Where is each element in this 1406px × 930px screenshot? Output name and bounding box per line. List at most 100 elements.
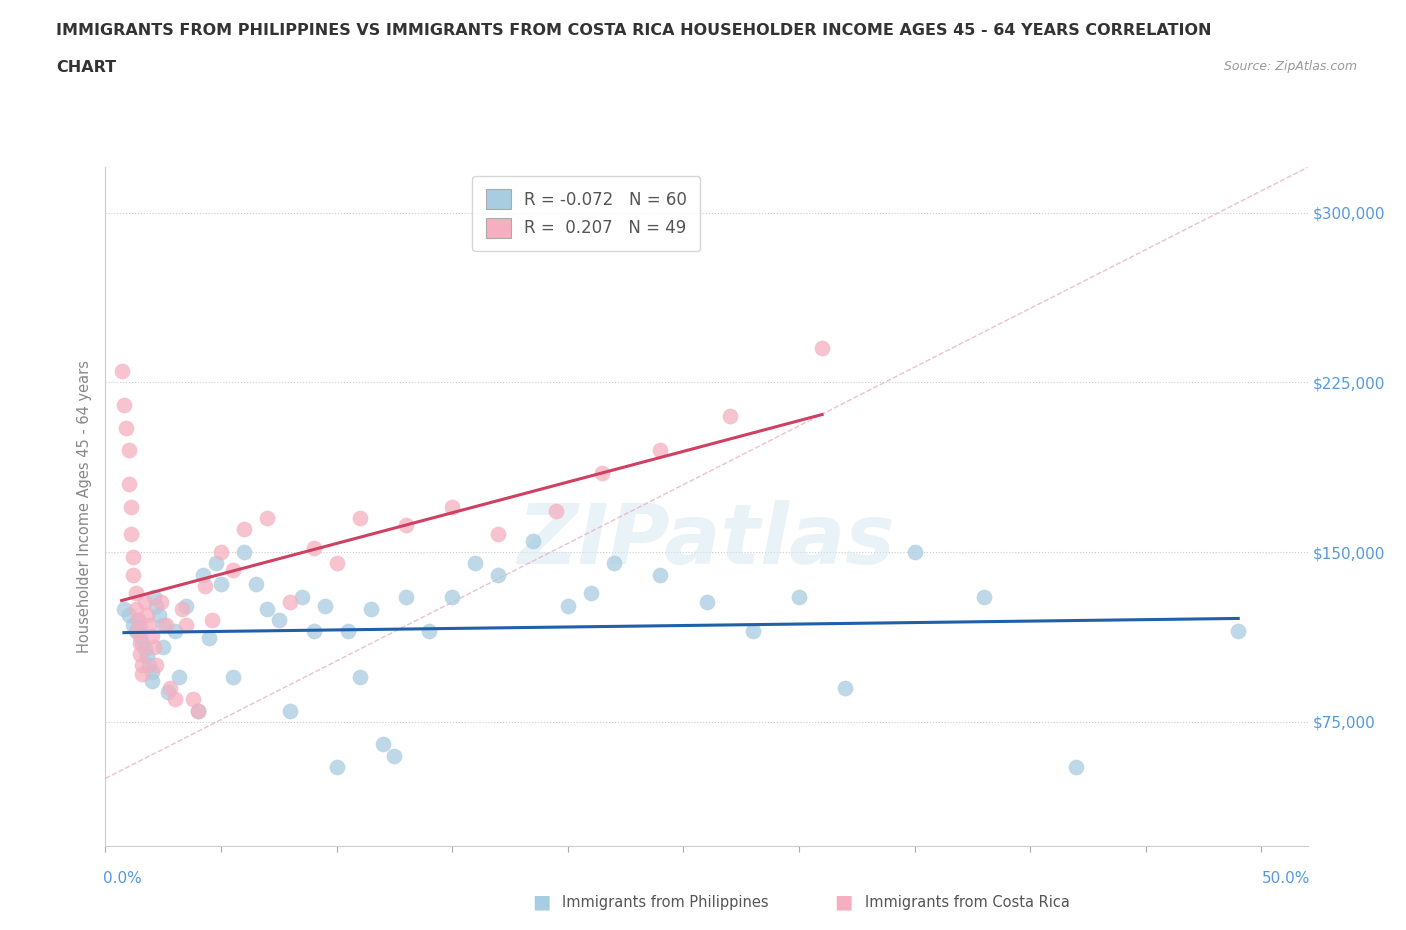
Point xyxy=(111,364,134,379)
Point xyxy=(115,420,138,435)
Point xyxy=(176,599,198,614)
Point xyxy=(903,545,925,560)
Point xyxy=(221,563,243,578)
Point xyxy=(834,681,856,696)
Text: 0.0%: 0.0% xyxy=(103,871,142,886)
Point xyxy=(349,511,371,525)
Point xyxy=(152,618,174,632)
Text: Immigrants from Philippines: Immigrants from Philippines xyxy=(562,895,769,910)
Point xyxy=(695,594,717,609)
Point xyxy=(221,670,243,684)
Point xyxy=(117,443,139,458)
Text: ■: ■ xyxy=(834,893,853,911)
Point xyxy=(973,590,995,604)
Point xyxy=(131,658,153,672)
Point xyxy=(141,673,163,688)
Point xyxy=(187,703,209,718)
Point xyxy=(127,613,149,628)
Legend: R = -0.072   N = 60, R =  0.207   N = 49: R = -0.072 N = 60, R = 0.207 N = 49 xyxy=(472,176,700,251)
Point xyxy=(325,760,347,775)
Point xyxy=(124,624,146,639)
Point xyxy=(245,577,267,591)
Point xyxy=(314,599,336,614)
Point xyxy=(464,556,486,571)
Point xyxy=(156,685,179,700)
Point xyxy=(650,443,672,458)
Text: Immigrants from Costa Rica: Immigrants from Costa Rica xyxy=(865,895,1070,910)
Point xyxy=(787,590,810,604)
Point xyxy=(127,624,149,639)
Text: IMMIGRANTS FROM PHILIPPINES VS IMMIGRANTS FROM COSTA RICA HOUSEHOLDER INCOME AGE: IMMIGRANTS FROM PHILIPPINES VS IMMIGRANT… xyxy=(56,23,1212,38)
Point xyxy=(395,590,418,604)
Point xyxy=(384,749,406,764)
Point xyxy=(291,590,314,604)
Point xyxy=(138,618,160,632)
Point xyxy=(124,585,146,600)
Point xyxy=(124,602,146,617)
Y-axis label: Householder Income Ages 45 - 64 years: Householder Income Ages 45 - 64 years xyxy=(77,360,93,654)
Point xyxy=(741,624,763,639)
Text: ZIPatlas: ZIPatlas xyxy=(517,500,896,581)
Point xyxy=(302,624,325,639)
Point xyxy=(441,499,464,514)
Text: Source: ZipAtlas.com: Source: ZipAtlas.com xyxy=(1223,60,1357,73)
Point xyxy=(122,567,145,582)
Point xyxy=(579,585,602,600)
Point xyxy=(280,594,302,609)
Point xyxy=(546,504,568,519)
Text: ■: ■ xyxy=(531,893,551,911)
Point xyxy=(233,545,256,560)
Point xyxy=(603,556,626,571)
Point xyxy=(1066,760,1088,775)
Point xyxy=(371,737,394,752)
Point xyxy=(181,692,204,707)
Point xyxy=(488,526,510,541)
Point xyxy=(117,608,139,623)
Point xyxy=(148,608,170,623)
Point xyxy=(129,646,152,661)
Point xyxy=(155,618,177,632)
Point xyxy=(131,667,153,682)
Point xyxy=(145,658,167,672)
Point xyxy=(418,624,440,639)
Point xyxy=(209,545,232,560)
Point xyxy=(337,624,360,639)
Point xyxy=(112,398,135,413)
Point xyxy=(170,602,193,617)
Point xyxy=(136,608,159,623)
Point xyxy=(233,522,256,537)
Point xyxy=(488,567,510,582)
Point xyxy=(143,640,166,655)
Point xyxy=(395,517,418,532)
Point xyxy=(134,642,156,657)
Point xyxy=(1227,624,1250,639)
Point xyxy=(650,567,672,582)
Point xyxy=(205,556,228,571)
Point xyxy=(149,594,172,609)
Point xyxy=(141,629,163,644)
Point xyxy=(325,556,347,571)
Point xyxy=(136,649,159,664)
Point xyxy=(129,629,152,644)
Point xyxy=(201,613,224,628)
Point xyxy=(163,692,186,707)
Point xyxy=(129,635,152,650)
Point xyxy=(120,499,142,514)
Point xyxy=(592,466,614,481)
Point xyxy=(159,681,181,696)
Text: 50.0%: 50.0% xyxy=(1263,871,1310,886)
Point xyxy=(122,550,145,565)
Point xyxy=(349,670,371,684)
Point xyxy=(143,590,166,604)
Point xyxy=(267,613,290,628)
Point xyxy=(557,599,579,614)
Point xyxy=(145,599,167,614)
Point xyxy=(117,477,139,492)
Point xyxy=(152,640,174,655)
Point xyxy=(112,602,135,617)
Point xyxy=(718,409,741,424)
Point xyxy=(120,526,142,541)
Point xyxy=(127,613,149,628)
Point xyxy=(131,635,153,650)
Point xyxy=(302,540,325,555)
